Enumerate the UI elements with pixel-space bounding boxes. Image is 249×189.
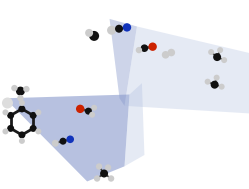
Circle shape [76,105,84,113]
Circle shape [141,44,148,52]
Circle shape [18,131,25,138]
Circle shape [19,100,25,106]
Circle shape [35,109,41,115]
Circle shape [11,85,18,91]
Circle shape [19,138,25,144]
Circle shape [2,109,8,115]
Circle shape [136,47,142,53]
Circle shape [60,138,66,145]
Circle shape [107,26,116,35]
Polygon shape [124,83,144,166]
Circle shape [219,84,225,90]
Circle shape [208,49,214,55]
Circle shape [18,105,25,112]
Circle shape [108,175,114,182]
Circle shape [66,136,74,143]
Circle shape [214,75,220,81]
Circle shape [2,98,13,108]
Circle shape [148,43,157,51]
Circle shape [85,29,93,37]
Circle shape [168,49,175,56]
Circle shape [89,31,99,41]
Circle shape [100,170,108,177]
Circle shape [217,47,223,53]
Circle shape [17,95,24,101]
Circle shape [2,128,8,134]
Circle shape [213,53,221,61]
Circle shape [23,86,30,92]
Circle shape [211,81,219,89]
Circle shape [30,112,37,119]
Circle shape [85,108,92,115]
Polygon shape [124,26,249,113]
Circle shape [105,164,111,171]
Circle shape [205,79,211,85]
Circle shape [94,175,100,182]
Circle shape [162,51,169,59]
Polygon shape [110,19,137,106]
Circle shape [91,105,97,111]
Circle shape [96,163,102,170]
Circle shape [7,125,14,132]
Polygon shape [5,94,129,181]
Circle shape [30,125,37,132]
Circle shape [221,57,227,63]
Circle shape [89,112,95,118]
Circle shape [16,87,25,96]
Circle shape [115,25,123,33]
Circle shape [7,112,14,119]
Circle shape [52,140,59,147]
Circle shape [35,128,41,134]
Circle shape [123,23,131,32]
